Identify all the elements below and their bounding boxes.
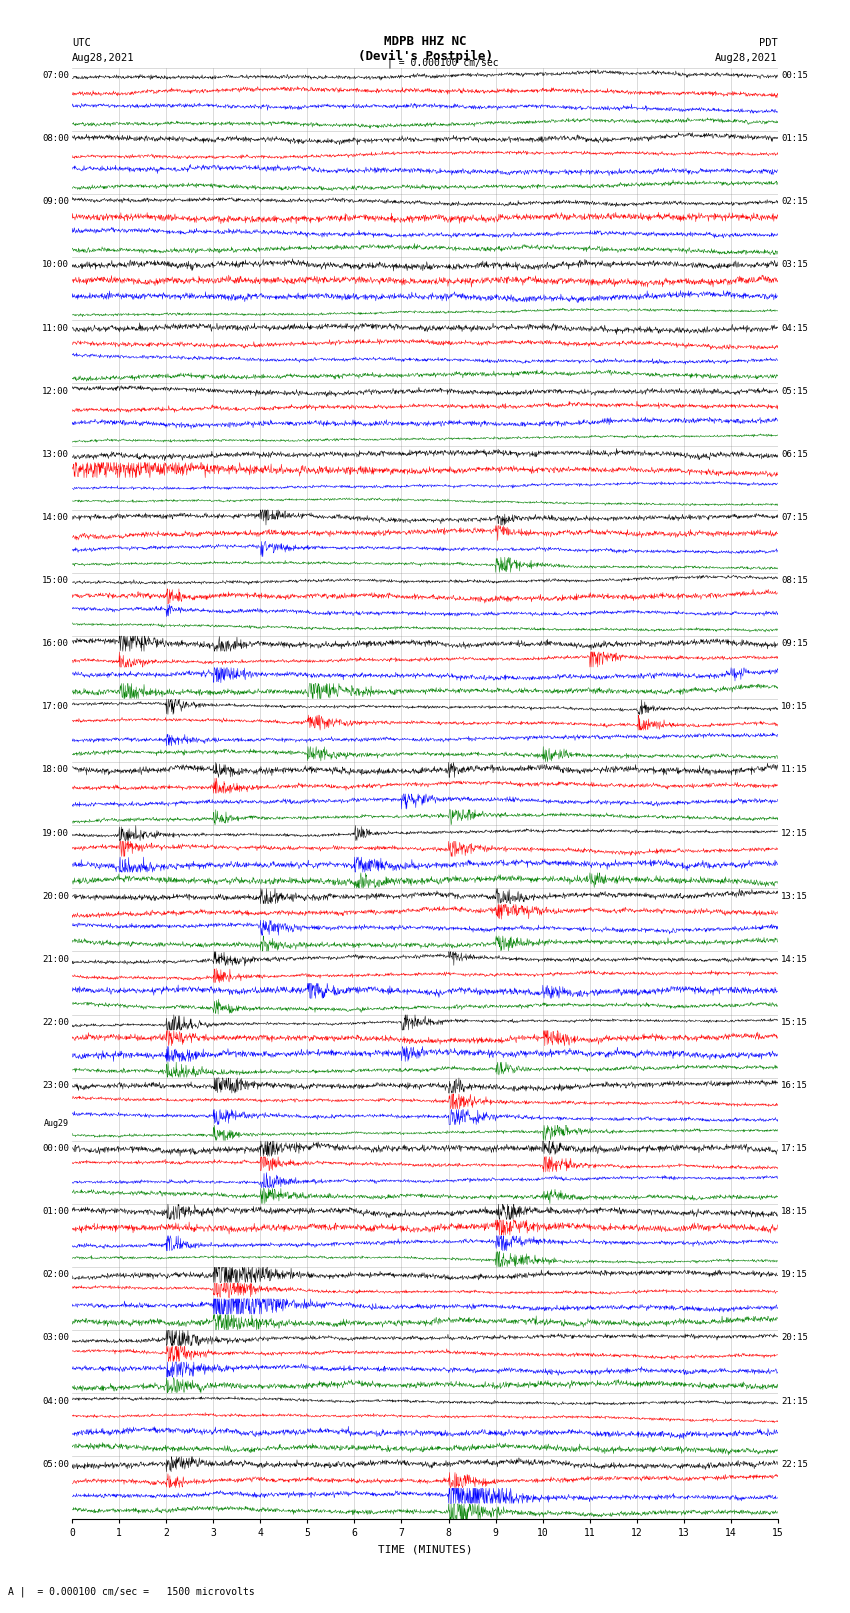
- Text: 15:15: 15:15: [781, 1018, 808, 1027]
- Text: 00:00: 00:00: [42, 1144, 69, 1153]
- Text: 13:00: 13:00: [42, 450, 69, 458]
- Text: 06:15: 06:15: [781, 450, 808, 458]
- Text: PDT: PDT: [759, 39, 778, 48]
- X-axis label: TIME (MINUTES): TIME (MINUTES): [377, 1544, 473, 1553]
- Text: 19:00: 19:00: [42, 829, 69, 837]
- Text: 21:15: 21:15: [781, 1397, 808, 1405]
- Text: 02:00: 02:00: [42, 1271, 69, 1279]
- Text: 14:15: 14:15: [781, 955, 808, 965]
- Text: 12:00: 12:00: [42, 387, 69, 395]
- Text: 19:15: 19:15: [781, 1271, 808, 1279]
- Text: 09:00: 09:00: [42, 197, 69, 206]
- Text: 15:00: 15:00: [42, 576, 69, 586]
- Text: 09:15: 09:15: [781, 639, 808, 648]
- Text: Aug28,2021: Aug28,2021: [715, 53, 778, 63]
- Text: 13:15: 13:15: [781, 892, 808, 900]
- Text: 00:15: 00:15: [781, 71, 808, 81]
- Text: 16:00: 16:00: [42, 639, 69, 648]
- Text: 05:15: 05:15: [781, 387, 808, 395]
- Text: 10:00: 10:00: [42, 260, 69, 269]
- Text: MDPB HHZ NC: MDPB HHZ NC: [383, 35, 467, 48]
- Text: 01:00: 01:00: [42, 1207, 69, 1216]
- Text: (Devil's Postpile): (Devil's Postpile): [358, 50, 492, 63]
- Text: 12:15: 12:15: [781, 829, 808, 837]
- Text: 03:15: 03:15: [781, 260, 808, 269]
- Text: 08:00: 08:00: [42, 134, 69, 144]
- Text: 17:15: 17:15: [781, 1144, 808, 1153]
- Text: 23:00: 23:00: [42, 1081, 69, 1090]
- Text: 07:15: 07:15: [781, 513, 808, 523]
- Text: 22:15: 22:15: [781, 1460, 808, 1469]
- Text: 16:15: 16:15: [781, 1081, 808, 1090]
- Text: 17:00: 17:00: [42, 702, 69, 711]
- Text: 20:15: 20:15: [781, 1334, 808, 1342]
- Text: 20:00: 20:00: [42, 892, 69, 900]
- Text: 11:00: 11:00: [42, 324, 69, 332]
- Text: 21:00: 21:00: [42, 955, 69, 965]
- Text: UTC: UTC: [72, 39, 91, 48]
- Text: 07:00: 07:00: [42, 71, 69, 81]
- Text: 18:15: 18:15: [781, 1207, 808, 1216]
- Text: 14:00: 14:00: [42, 513, 69, 523]
- Text: 22:00: 22:00: [42, 1018, 69, 1027]
- Text: Aug29: Aug29: [44, 1119, 69, 1127]
- Text: 18:00: 18:00: [42, 766, 69, 774]
- Text: 04:15: 04:15: [781, 324, 808, 332]
- Text: A |  = 0.000100 cm/sec =   1500 microvolts: A | = 0.000100 cm/sec = 1500 microvolts: [8, 1586, 255, 1597]
- Text: 08:15: 08:15: [781, 576, 808, 586]
- Text: 01:15: 01:15: [781, 134, 808, 144]
- Text: | = 0.000100 cm/sec: | = 0.000100 cm/sec: [387, 56, 498, 68]
- Text: Aug28,2021: Aug28,2021: [72, 53, 135, 63]
- Text: 03:00: 03:00: [42, 1334, 69, 1342]
- Text: 10:15: 10:15: [781, 702, 808, 711]
- Text: 02:15: 02:15: [781, 197, 808, 206]
- Text: 05:00: 05:00: [42, 1460, 69, 1469]
- Text: 11:15: 11:15: [781, 766, 808, 774]
- Text: 04:00: 04:00: [42, 1397, 69, 1405]
